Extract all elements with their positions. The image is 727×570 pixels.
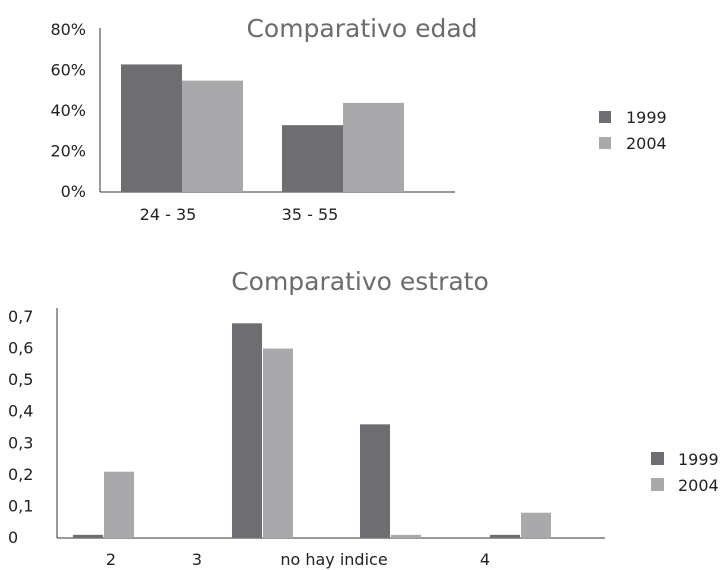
- bar-2004-1: [104, 471, 134, 538]
- bar-2004-4: [391, 534, 421, 538]
- y-tick-label: 0,7: [8, 307, 33, 326]
- legend-swatch: [599, 137, 611, 149]
- y-tick-label: 20%: [50, 142, 86, 161]
- bar-1999-1: [121, 64, 182, 192]
- x-tick-label: 24 - 35: [140, 205, 197, 224]
- bar-1999-4: [360, 424, 390, 538]
- legend-label: 1999: [626, 108, 667, 127]
- bar-2004-1: [182, 80, 243, 192]
- stratum-comparison-chart: Comparativo estrato 00,10,20,30,40,50,60…: [8, 267, 719, 569]
- legend-label: 2004: [626, 134, 667, 153]
- legend: 1999 2004: [651, 450, 719, 495]
- bar-2004-2: [343, 102, 404, 192]
- chart-title: Comparativo estrato: [231, 267, 489, 296]
- y-tick-label: 40%: [50, 101, 86, 120]
- y-tick-label: 0,6: [8, 339, 33, 358]
- bar-1999-3: [232, 323, 262, 538]
- bar-1999-5: [490, 534, 520, 538]
- legend-swatch: [651, 478, 664, 491]
- bar-2004-5: [521, 512, 551, 538]
- x-tick-label: 4: [480, 550, 490, 569]
- y-tick-label: 0,1: [8, 496, 33, 515]
- legend-swatch: [651, 452, 664, 465]
- bars: [121, 64, 404, 192]
- y-tick-label: 0,5: [8, 370, 33, 389]
- legend: 1999 2004: [599, 108, 667, 153]
- y-tick-label: 80%: [50, 20, 86, 39]
- y-tick-label: 0,2: [8, 465, 33, 484]
- y-tick-label: 0,3: [8, 433, 33, 452]
- x-tick-labels: 24 - 35 35 - 55: [140, 205, 339, 224]
- bars: [73, 323, 551, 538]
- x-tick-label: 3: [192, 550, 202, 569]
- y-tick-label: 60%: [50, 61, 86, 80]
- x-tick-label: 35 - 55: [282, 205, 339, 224]
- y-tick-labels: 0% 20% 40% 60% 80%: [50, 20, 86, 201]
- x-tick-label: no hay indice: [280, 550, 387, 569]
- chart-title: Comparativo edad: [246, 14, 477, 43]
- y-tick-label: 0,4: [8, 402, 33, 421]
- legend-label: 2004: [678, 476, 719, 495]
- bar-1999-2: [282, 125, 343, 192]
- x-tick-label: 2: [106, 550, 116, 569]
- bar-1999-1: [73, 534, 103, 538]
- legend-label: 1999: [678, 450, 719, 469]
- x-tick-labels: 2 3 no hay indice 4: [106, 550, 490, 569]
- age-comparison-chart: Comparativo edad 0% 20% 40% 60% 80% 24 - 35 3…: [50, 14, 666, 224]
- legend-swatch: [599, 111, 611, 123]
- y-tick-labels: 0 0,1 0,2 0,3 0,4 0,5 0,6 0,7: [8, 307, 33, 547]
- y-tick-label: 0: [8, 528, 18, 547]
- bar-2004-3: [263, 348, 293, 538]
- y-tick-label: 0%: [61, 182, 86, 201]
